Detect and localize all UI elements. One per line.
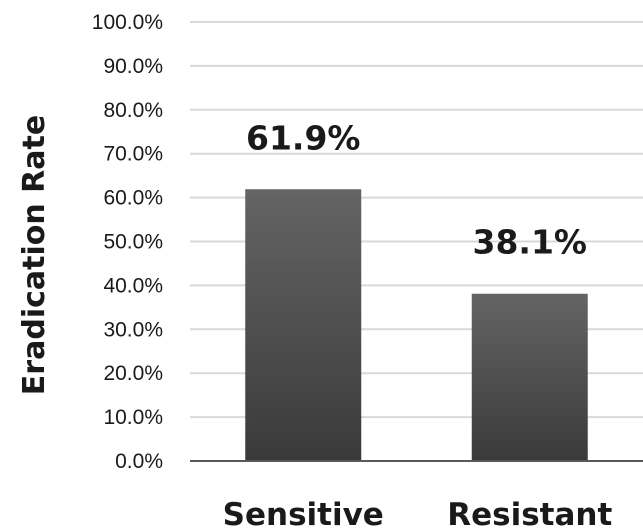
y-tick-label: 100.0% [92,11,163,34]
x-axis-category-labels: Sensitive Resistant [223,497,613,532]
y-tick-label: 10.0% [103,406,163,429]
y-axis-tick-labels: 0.0% 10.0% 20.0% 30.0% 40.0% 50.0% 60.0% 70.0% 8… [92,11,163,473]
y-tick-label: 90.0% [103,55,163,78]
bar-resistant [471,293,588,461]
bars [245,189,588,461]
bar-sensitive [245,189,362,461]
y-tick-label: 20.0% [103,362,163,385]
y-tick-label: 40.0% [103,274,163,297]
y-tick-label: 30.0% [103,318,163,341]
y-tick-label: 0.0% [115,450,163,473]
data-label-resistant: 38.1% [473,223,588,262]
data-label-sensitive: 61.9% [246,118,361,157]
y-axis-title: Eradication Rate [17,115,52,395]
y-tick-label: 50.0% [103,231,163,254]
y-tick-label: 80.0% [103,99,163,122]
category-label-resistant: Resistant [447,497,612,532]
y-tick-label: 70.0% [103,143,163,166]
category-label-sensitive: Sensitive [223,497,384,532]
data-labels: 61.9% 38.1% [246,118,587,261]
y-tick-label: 60.0% [103,187,163,210]
